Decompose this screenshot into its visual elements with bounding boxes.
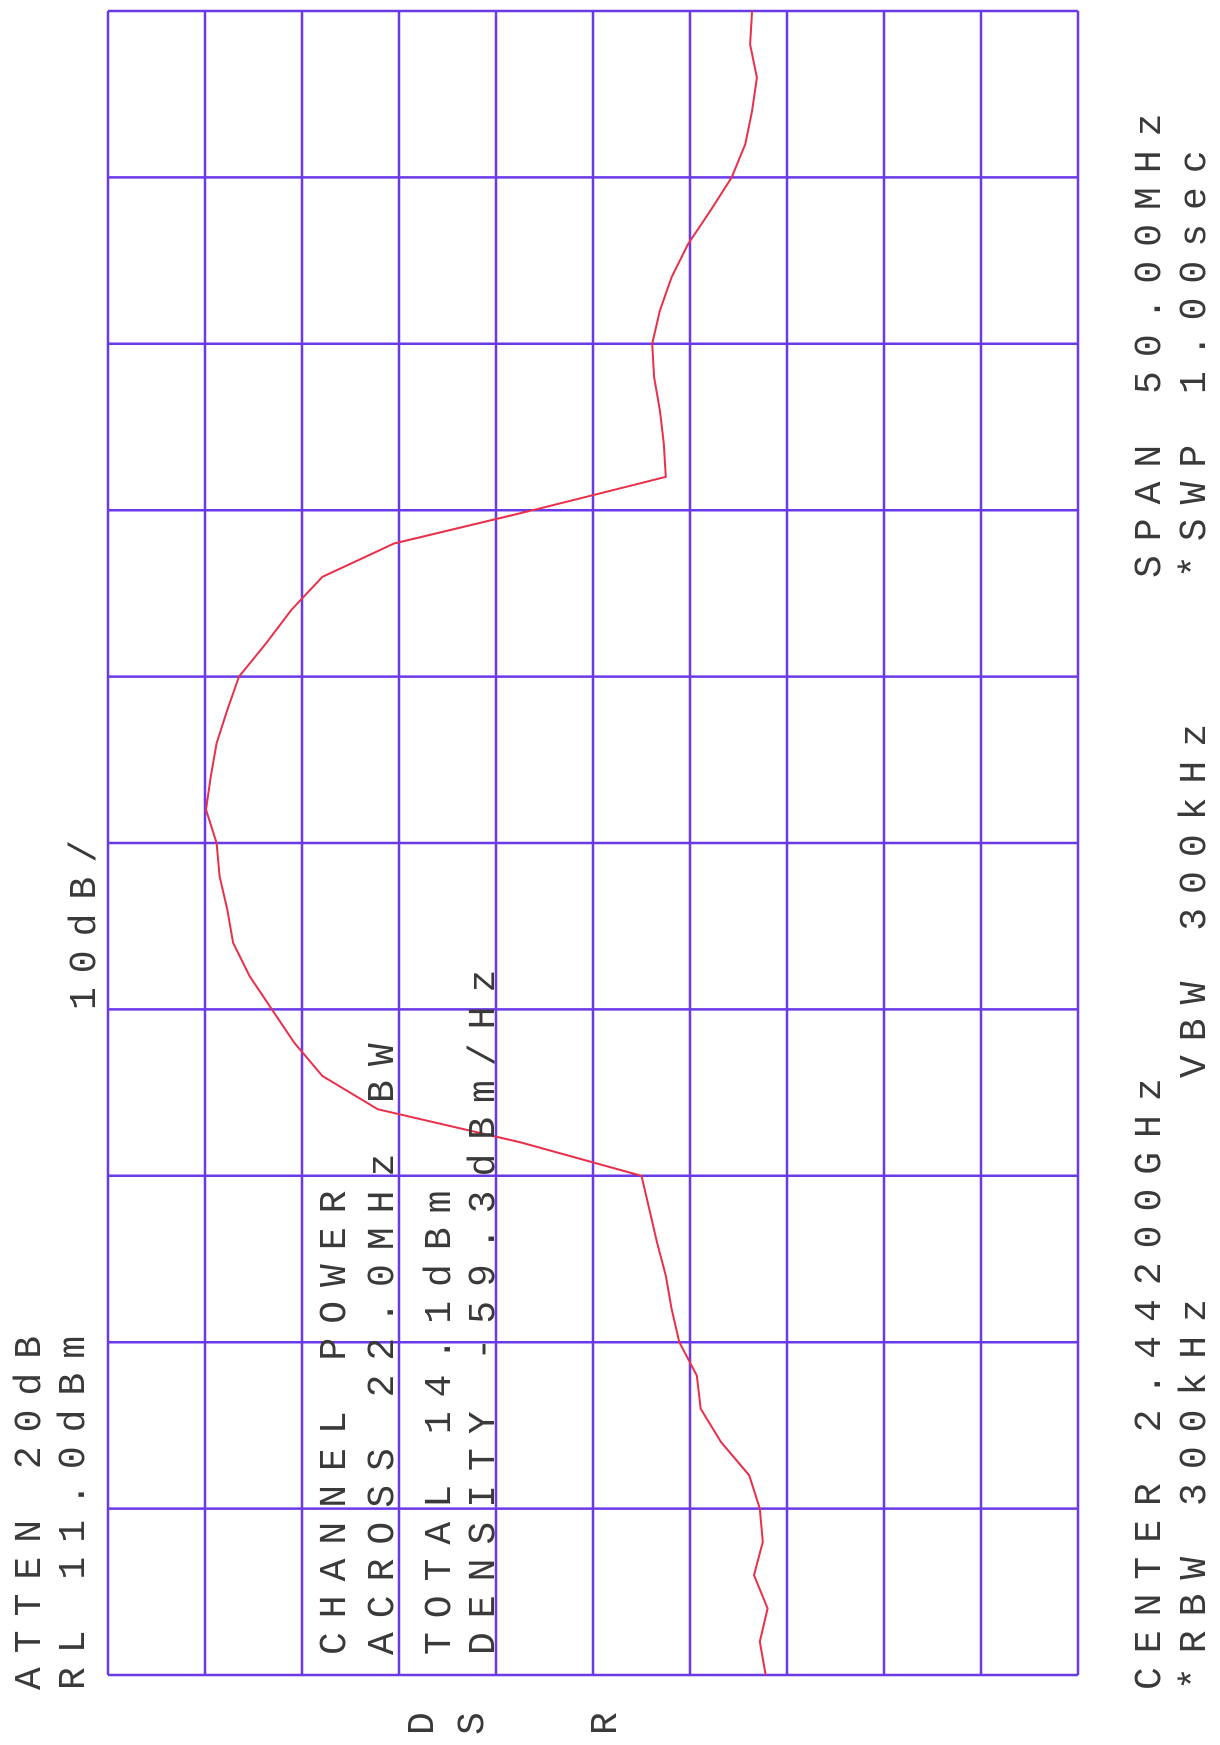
- annotation: CENTER 2.44200GHz: [1129, 1064, 1172, 1690]
- annotation: DENSITY -59.3dBm/Hz: [463, 956, 506, 1655]
- annotation: D: [402, 1698, 445, 1735]
- annotation: ATTEN 20dB: [9, 1322, 52, 1690]
- annotation: *RBW 300kHz: [1174, 1285, 1217, 1690]
- annotation: R: [585, 1698, 628, 1735]
- annotation: 10dB/: [64, 826, 107, 1010]
- annotation: *SWP 1.00sec: [1174, 136, 1217, 578]
- annotation: TOTAL 14.1dBm: [419, 1177, 462, 1655]
- annotation: VBW 300kHz: [1174, 710, 1217, 1078]
- annotation: ACROSS 22.0MHz BW: [362, 1029, 405, 1655]
- annotation: CHANNEL POWER: [314, 1177, 357, 1655]
- annotation: S: [452, 1698, 495, 1735]
- trace: [204, 10, 769, 1676]
- annotation: SPAN 50.00MHz: [1129, 100, 1172, 578]
- annotation: RL 11.0dBm: [53, 1322, 96, 1690]
